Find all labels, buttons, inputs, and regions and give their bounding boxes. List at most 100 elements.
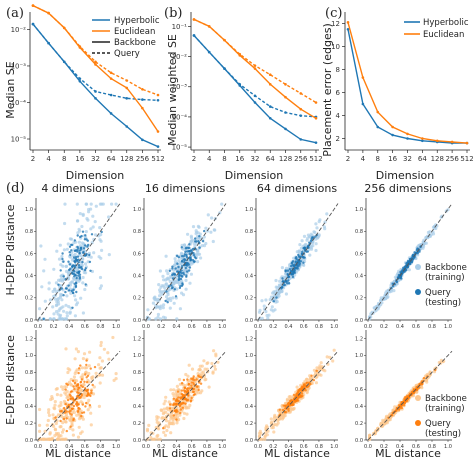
query-point	[84, 244, 87, 247]
series-point	[284, 95, 287, 99]
backbone-point	[268, 298, 272, 302]
panel-a-letter: (a)	[6, 6, 24, 21]
cell-x-tick-label: 0.0	[364, 444, 372, 450]
query-point	[71, 306, 74, 309]
y-tick-label: 10⁻⁴	[172, 113, 188, 121]
panel-c-letter: (c)	[325, 6, 342, 21]
query-point	[418, 250, 421, 253]
scatter-cell-r1-c3: 0.0 0.2 0.4 0.6 0.8 1.0 0.0 0.2 0.4 0.6 0.8 1.0 1.2	[355, 330, 453, 450]
series-point	[391, 133, 394, 137]
query-point	[74, 281, 78, 284]
backbone-point	[94, 204, 98, 208]
cell-y-tick-label: 0.2	[25, 296, 33, 302]
backbone-point	[64, 317, 69, 321]
query-point	[173, 409, 177, 412]
query-point	[71, 379, 75, 382]
query-point	[287, 407, 290, 410]
query-point	[190, 258, 193, 261]
backbone-point	[53, 287, 57, 291]
query-point	[297, 255, 301, 258]
query-point	[170, 287, 174, 290]
cell-x-tick-label: 0.6	[300, 444, 308, 450]
query-point	[86, 392, 90, 396]
query-point	[173, 288, 176, 291]
query-point	[292, 393, 296, 396]
backbone-point	[155, 434, 159, 438]
query-point	[180, 382, 184, 385]
query-point	[69, 253, 72, 257]
backbone-point	[42, 269, 46, 273]
backbone-point	[155, 415, 159, 419]
panel-d-grid: 0.0 0.2 0.4 0.6 0.8 1.00.00.20.40.60.81.00.0 0…	[25, 198, 453, 450]
backbone-point	[186, 232, 190, 236]
backbone-point	[317, 366, 322, 370]
backbone-point	[423, 241, 427, 245]
backbone-point	[112, 378, 116, 382]
query-point	[62, 275, 65, 278]
backbone-point	[62, 309, 66, 313]
query-point	[179, 396, 182, 399]
backbone-point	[272, 295, 276, 299]
query-point	[180, 246, 183, 249]
backbone-point	[38, 407, 42, 412]
backbone-point	[164, 395, 168, 399]
backbone-point	[287, 395, 291, 399]
backbone-point	[61, 421, 65, 425]
panel-b-xlabel: Dimension	[225, 169, 283, 182]
backbone-point	[332, 348, 336, 352]
y-tick-label: 4	[336, 112, 341, 120]
query-point	[288, 404, 291, 407]
query-point	[286, 269, 290, 272]
series-line-hyperbolic-query	[193, 35, 317, 118]
backbone-point	[188, 281, 192, 285]
query-point	[285, 280, 288, 283]
query-point	[86, 374, 90, 377]
x-tick-label: 8	[376, 155, 380, 163]
query-point	[309, 383, 312, 386]
query-point	[71, 291, 75, 294]
query-point	[42, 317, 45, 321]
backbone-point	[52, 312, 56, 316]
backbone-point	[280, 289, 284, 293]
query-point	[397, 408, 401, 411]
query-point	[186, 390, 190, 393]
backbone-point	[79, 296, 83, 300]
backbone-point	[151, 431, 155, 435]
query-point	[275, 296, 278, 299]
backbone-point	[52, 406, 56, 410]
series-line-hyperbolic	[347, 29, 467, 144]
cell-y-tick-label: 1.2	[245, 336, 253, 342]
backbone-point	[167, 420, 171, 424]
backbone-point	[85, 217, 89, 221]
backbone-point	[65, 247, 69, 251]
series-point	[78, 45, 82, 48]
d-xlabel-4: ML distance	[375, 447, 441, 460]
query-point	[85, 359, 88, 362]
backbone-point	[77, 425, 81, 429]
query-point	[60, 287, 63, 290]
backbone-point	[69, 255, 73, 259]
query-point	[310, 237, 313, 241]
backbone-point	[204, 241, 208, 246]
backbone-point	[302, 263, 306, 267]
query-point	[68, 412, 72, 415]
backbone-point	[67, 380, 72, 384]
cell-x-tick-label: 0.4	[396, 444, 404, 450]
backbone-point	[156, 297, 160, 301]
col-title-16: 16 dimensions	[145, 182, 225, 195]
backbone-point	[74, 303, 78, 307]
query-point	[294, 257, 297, 260]
query-point	[179, 270, 182, 273]
query-point	[79, 246, 83, 249]
backbone-point	[193, 244, 197, 248]
legend-d2-query-marker	[415, 420, 421, 426]
backbone-point	[168, 296, 172, 300]
y-tick-label: 10⁻³	[172, 83, 188, 91]
query-point	[165, 290, 168, 293]
query-point	[281, 408, 285, 412]
panel-c-ticks: 2 4 8 16 32 64 128 256 512 2 4 6 8 10 12	[331, 12, 474, 163]
backbone-point	[202, 359, 206, 363]
backbone-point	[197, 225, 201, 229]
backbone-point	[43, 429, 47, 433]
panel-b-ylabel: Median weighted SE	[166, 34, 179, 146]
